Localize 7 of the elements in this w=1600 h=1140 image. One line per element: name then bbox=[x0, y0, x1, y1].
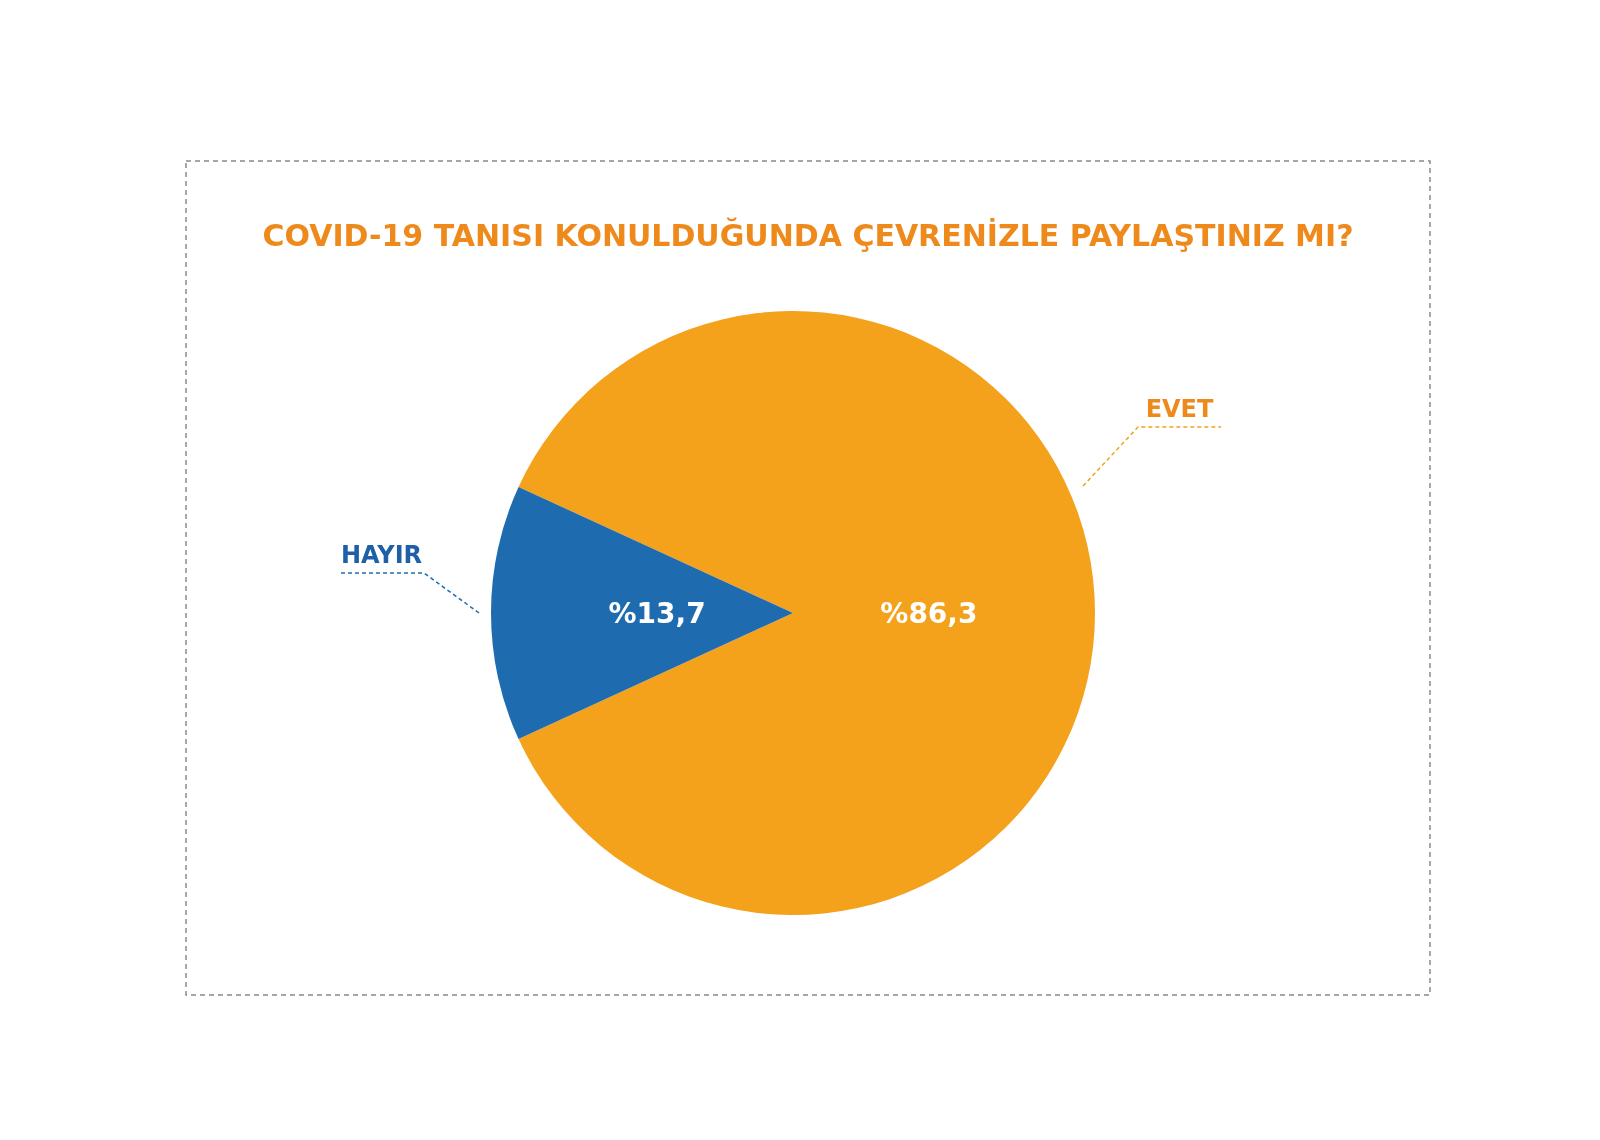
pie-slice bbox=[518, 311, 1095, 915]
chart-title: COVID-19 TANISI KONULDUĞUNDA ÇEVRENİZLE PAYLAŞTINIZ MI? bbox=[262, 217, 1354, 253]
pie-slice bbox=[491, 487, 793, 739]
slice-label: HAYIR bbox=[340, 541, 423, 569]
data-label: %86,3 bbox=[880, 596, 978, 630]
data-label: %13,7 bbox=[608, 596, 706, 630]
slice-label: EVET bbox=[1145, 395, 1214, 423]
